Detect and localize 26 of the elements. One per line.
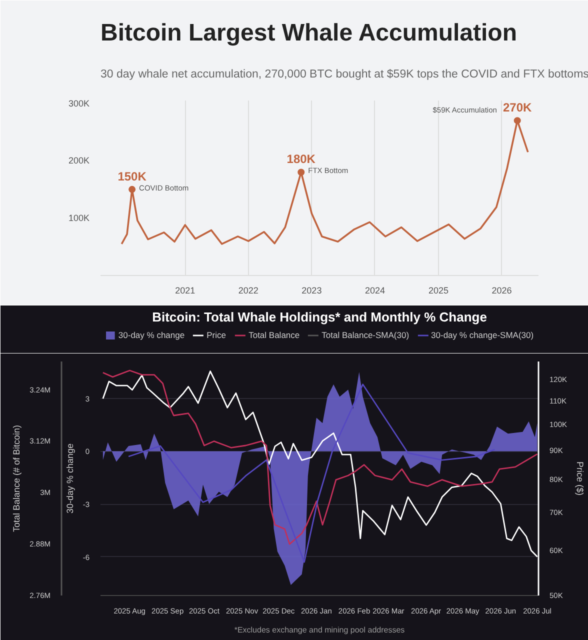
x-tick-label: 2026 [492,286,512,296]
data-label: 270K [503,100,532,115]
text: *Excludes exchange and mining pool addresses [234,626,405,634]
x-tick-label: 2024 [364,286,386,296]
legend-label: Price [206,330,227,340]
y-tick-label: 200K [68,156,90,166]
point [298,168,305,176]
y-axis-title: 30-day % change [64,443,75,514]
x-tick-label: 2022 [238,286,258,296]
point [514,117,521,124]
legend-label: Total Balance-SMA(30) [322,330,410,340]
y3-axis-title: Total Balance (# of Bitcoin) [12,424,22,532]
legend-label: 30-day % change-SMA(30) [431,330,534,340]
x-tick-label: 2025 [428,286,448,296]
x-tick-label: 2023 [302,286,322,296]
legend-label: 30-day % change [118,330,185,340]
data-label: 180K [286,152,316,166]
chart-title: Bitcoin Largest Whale Accumulation [100,20,517,46]
x-tick-label: 2021 [175,286,196,296]
y-tick-label: 300K [68,98,90,108]
y2-axis-title: Price ($) [575,462,586,496]
point [128,186,136,193]
legend-label: Total Balance [248,330,300,340]
data-label: 150K [118,169,147,184]
y-tick-label: 100K [68,213,90,224]
chart-title: Bitcoin: Total Whale Holdings* and Monthly % Change [152,310,487,324]
